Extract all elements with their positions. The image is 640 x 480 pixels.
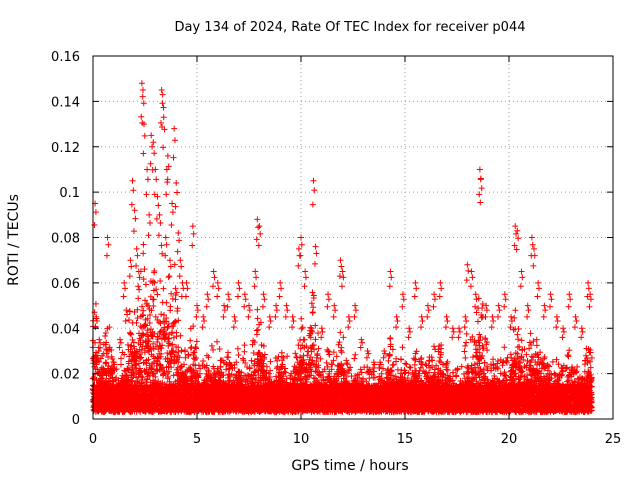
data-point (182, 348, 189, 355)
data-point (121, 351, 128, 358)
data-point (125, 316, 132, 323)
data-point (140, 250, 147, 257)
data-point (133, 319, 140, 326)
data-point (109, 355, 116, 362)
grid-lines (93, 56, 613, 419)
data-point (103, 359, 110, 366)
data-point (200, 357, 207, 364)
data-point (97, 355, 104, 362)
data-point (127, 330, 134, 337)
data-point (241, 342, 248, 349)
data-point (250, 337, 257, 344)
data-point (210, 346, 217, 353)
data-point (102, 329, 109, 336)
data-point (123, 372, 130, 379)
data-point (267, 358, 274, 365)
data-point (102, 333, 109, 340)
data-point (123, 371, 130, 378)
data-point (225, 354, 232, 361)
data-point (113, 366, 120, 373)
data-point (158, 311, 165, 318)
data-point (150, 296, 157, 303)
data-point (140, 307, 147, 314)
data-point (172, 296, 179, 303)
data-point (234, 345, 241, 352)
data-point (160, 371, 167, 378)
data-point (274, 357, 281, 364)
data-point (154, 291, 161, 298)
data-point (139, 311, 146, 318)
data-point (113, 374, 120, 381)
data-point (132, 361, 139, 368)
data-point (118, 355, 125, 362)
data-point (135, 295, 142, 302)
data-point (298, 325, 305, 332)
data-point (248, 357, 255, 364)
data-point (241, 348, 248, 355)
data-point (91, 309, 98, 316)
data-point (309, 289, 316, 296)
data-point (128, 378, 135, 385)
data-point (92, 300, 99, 307)
data-point (177, 332, 184, 339)
data-point (140, 241, 147, 248)
data-points (89, 80, 595, 416)
data-point (117, 361, 124, 368)
data-point (160, 285, 167, 292)
data-point (138, 303, 145, 310)
data-point (253, 331, 260, 338)
data-point (167, 303, 174, 310)
data-point (157, 278, 164, 285)
data-point (272, 354, 279, 361)
data-point (158, 242, 165, 249)
data-point (108, 347, 115, 354)
data-point (142, 281, 149, 288)
data-point (174, 305, 181, 312)
data-point (214, 338, 221, 345)
data-point (301, 336, 308, 343)
data-point (103, 339, 110, 346)
data-point (163, 299, 170, 306)
data-point (254, 315, 261, 322)
data-point (106, 324, 113, 331)
data-point (128, 331, 135, 338)
data-point (308, 300, 315, 307)
data-point (278, 353, 285, 360)
data-point (299, 324, 306, 331)
data-point (216, 346, 223, 353)
data-point (178, 347, 185, 354)
data-point (133, 374, 140, 381)
data-point (165, 274, 172, 281)
data-point (254, 306, 261, 313)
data-point (136, 286, 143, 293)
data-point (131, 370, 138, 377)
data-point (192, 344, 199, 351)
data-point (92, 349, 99, 356)
data-point (172, 285, 179, 292)
data-point (254, 326, 261, 333)
data-point (298, 315, 305, 322)
data-point (235, 352, 242, 359)
data-point (208, 342, 215, 349)
data-point (125, 360, 132, 367)
data-point (129, 336, 136, 343)
data-point (193, 338, 200, 345)
data-point (187, 337, 194, 344)
data-point (310, 304, 317, 311)
